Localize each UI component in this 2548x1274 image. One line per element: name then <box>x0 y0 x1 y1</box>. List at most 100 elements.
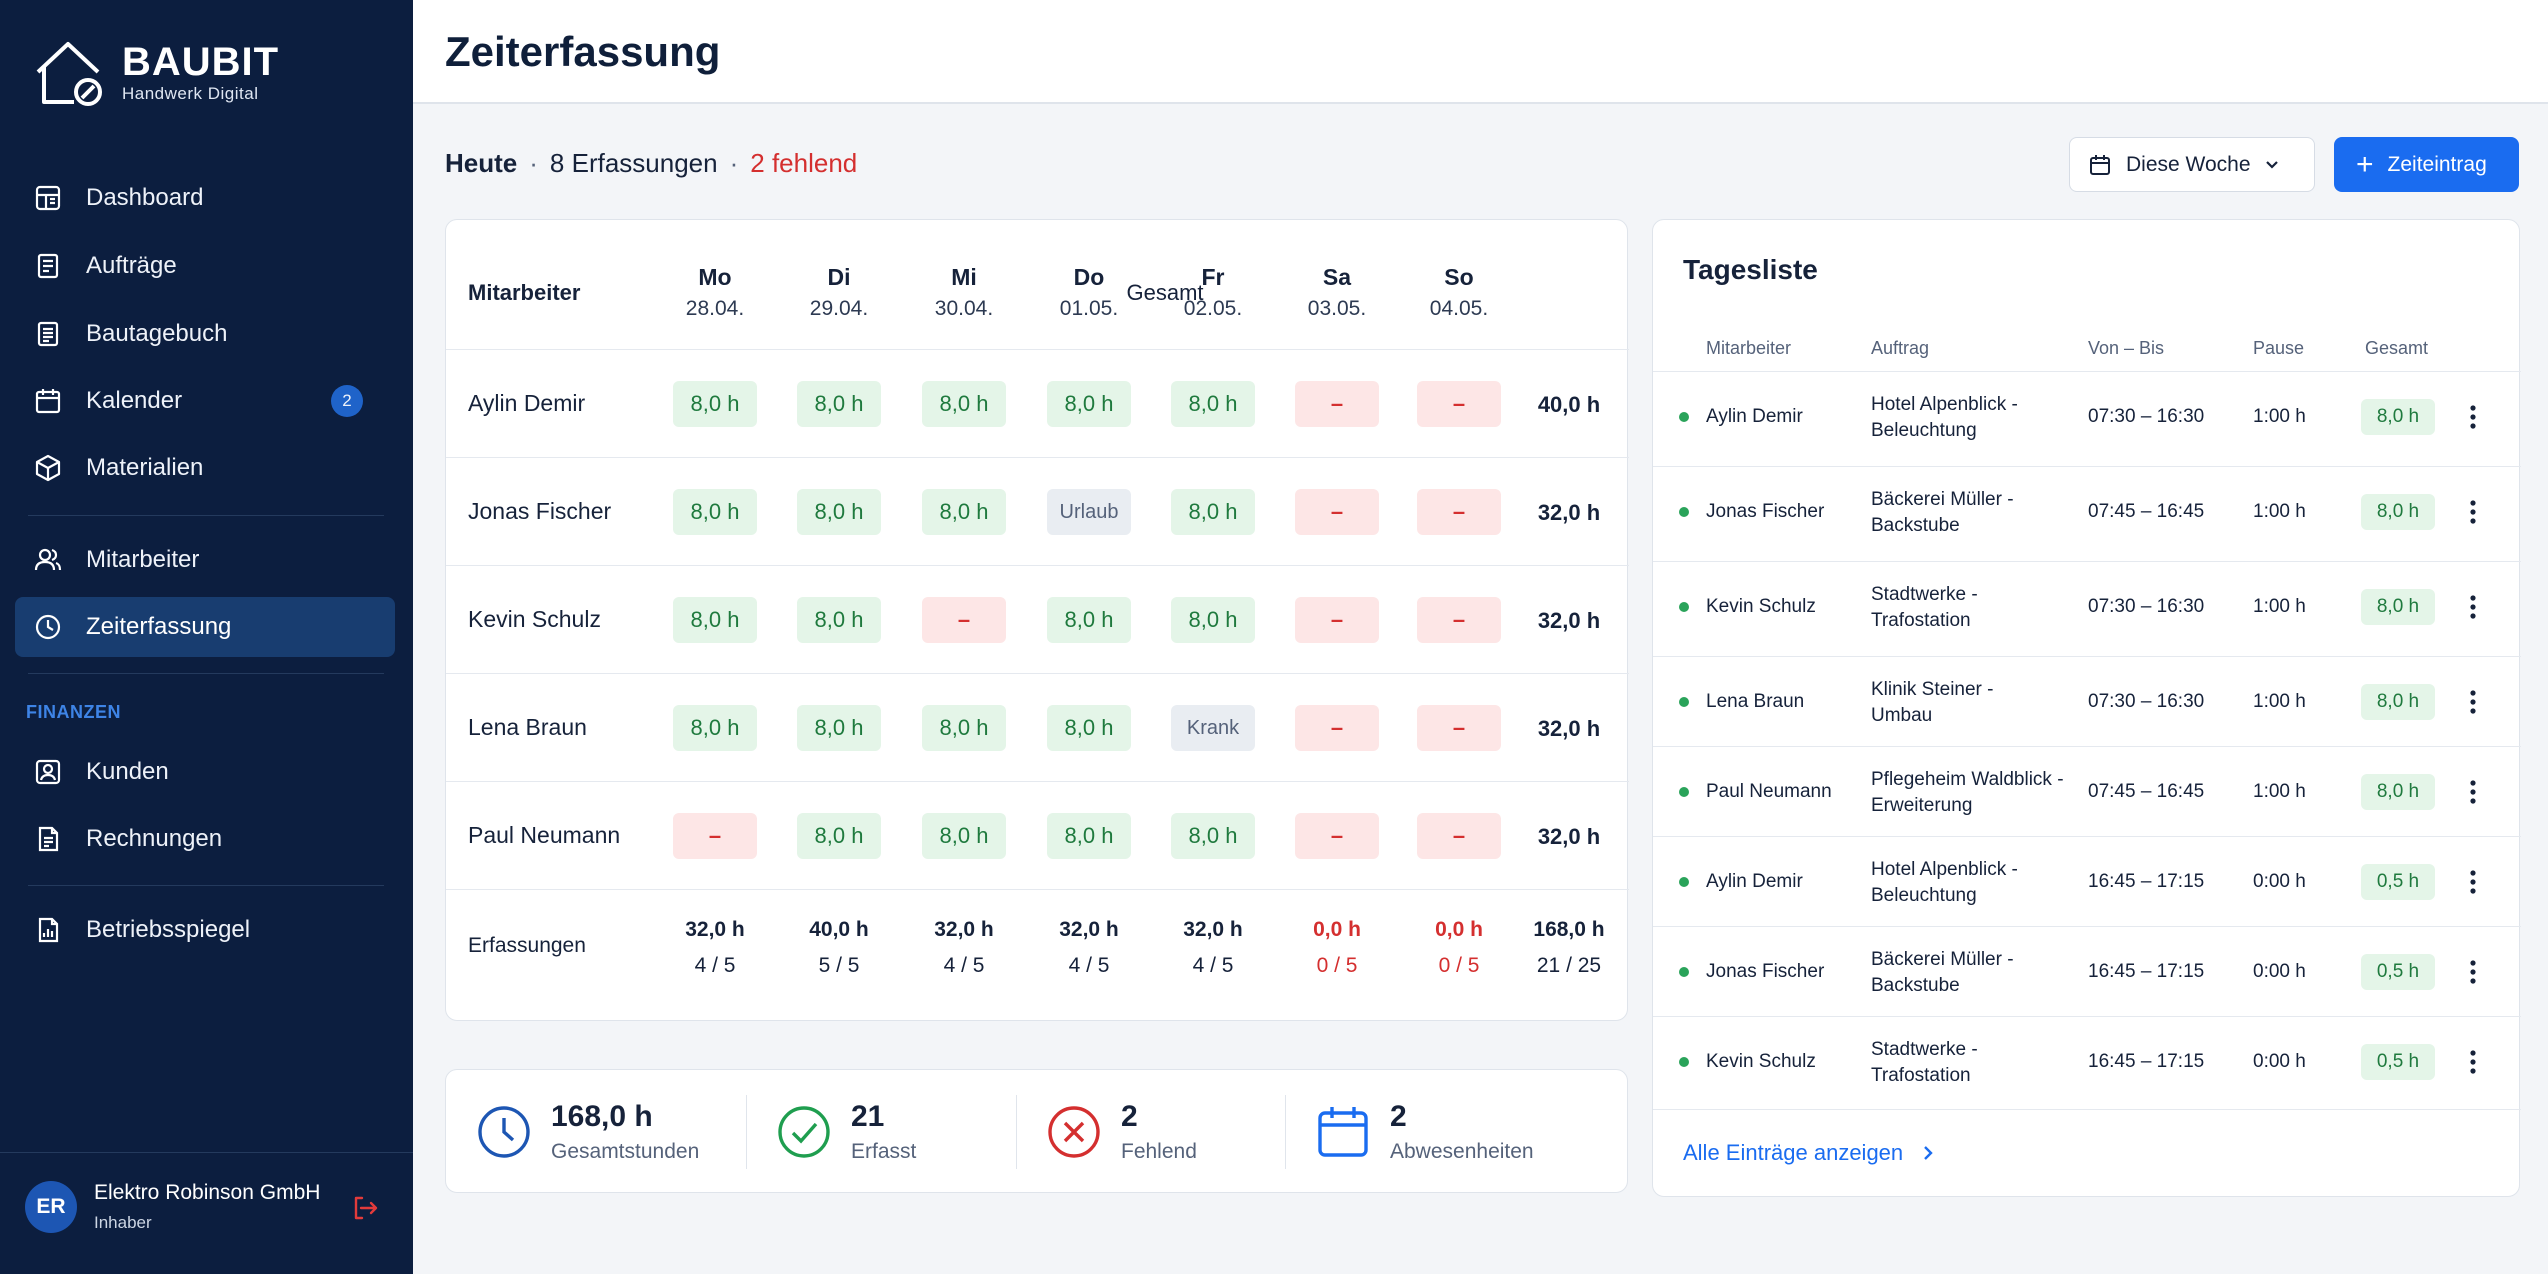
sidebar-item-zeiterfassung[interactable]: Zeiterfassung <box>15 597 395 657</box>
list-item[interactable]: Kevin Schulz Stadtwerke - Trafostation 07:3… <box>1653 562 2521 657</box>
table-row[interactable]: Paul Neumann –8,0 h 8,0 h 8,0 h 8,0 h – –32,0 … <box>446 782 1629 890</box>
day-hours-cell[interactable]: – <box>1417 813 1501 859</box>
day-hours-cell[interactable]: 8,0 h <box>1171 381 1255 427</box>
list-item[interactable]: Aylin Demir Hotel Alpenblick - Beleuchtung… <box>1653 837 2521 927</box>
day-hours-cell[interactable]: 8,0 h <box>1047 705 1131 751</box>
day-hours-cell[interactable]: – <box>1417 597 1501 643</box>
day-hours-cell[interactable]: 8,0 h <box>922 381 1006 427</box>
more-vertical-icon[interactable] <box>2463 590 2483 624</box>
footer-count: 0 / 5 <box>1438 954 1480 977</box>
day-hours-cell[interactable]: – <box>673 813 757 859</box>
add-time-entry-button[interactable]: + Zeiteintrag <box>2334 137 2519 192</box>
nav-section-finanzen: FINANZEN <box>26 702 121 722</box>
week-select[interactable]: Diese Woche <box>2069 137 2315 192</box>
entry-job-line2: Umbau <box>1871 705 1933 726</box>
day-hours-cell[interactable]: 8,0 h <box>797 705 881 751</box>
day-hours-cell[interactable]: 8,0 h <box>797 813 881 859</box>
more-vertical-icon[interactable] <box>2463 955 2483 989</box>
sidebar-item-materialien[interactable]: Materialien <box>15 438 395 498</box>
entry-time-range: 07:45 – 16:45 <box>2088 501 2205 522</box>
day-hours-cell[interactable]: – <box>1417 489 1501 535</box>
day-hours-cell[interactable]: 8,0 h <box>673 489 757 535</box>
sidebar-item-bautagebuch[interactable]: Bautagebuch <box>15 304 395 364</box>
sidebar-item-mitarbeiter[interactable]: Mitarbeiter <box>15 530 395 590</box>
list-item[interactable]: Kevin Schulz Stadtwerke - Trafostation 16:4… <box>1653 1017 2521 1110</box>
day-hours-cell[interactable]: – <box>1295 597 1379 643</box>
entry-job-line2: Backstube <box>1871 975 1960 996</box>
entry-job-line2: Beleuchtung <box>1871 885 1977 906</box>
day-hours-cell[interactable]: – <box>1417 705 1501 751</box>
table-row[interactable]: Lena Braun 8,0 h 8,0 h 8,0 h 8,0 h Krank – –32,… <box>446 674 1629 782</box>
day-hours-cell[interactable]: 8,0 h <box>797 381 881 427</box>
more-vertical-icon[interactable] <box>2463 495 2483 529</box>
entry-job: Bäckerei Müller - Backstube <box>1871 947 2091 999</box>
day-hours-cell[interactable]: Urlaub <box>1047 489 1131 535</box>
table-row[interactable]: Aylin Demir 8,0 h 8,0 h 8,0 h 8,0 h 8,0 h – –40… <box>446 350 1629 458</box>
entry-job-line1: Stadtwerke - <box>1871 584 1978 605</box>
sidebar-item-rechnungen[interactable]: Rechnungen <box>15 809 395 869</box>
day-hours-cell[interactable]: 8,0 h <box>797 597 881 643</box>
document-icon <box>33 251 63 281</box>
day-hours-cell[interactable]: – <box>1295 381 1379 427</box>
table-row[interactable]: Jonas Fischer 8,0 h 8,0 h 8,0 h Urlaub 8,0 h –… <box>446 458 1629 566</box>
day-hours-cell[interactable]: 8,0 h <box>1171 813 1255 859</box>
entry-time-range: 07:30 – 16:30 <box>2088 406 2205 427</box>
list-item[interactable]: Aylin Demir Hotel Alpenblick - Beleuchtung… <box>1653 372 2521 467</box>
more-vertical-icon[interactable] <box>2463 1045 2483 1079</box>
list-item[interactable]: Jonas Fischer Bäckerei Müller - Backstube 1… <box>1653 927 2521 1017</box>
clock-icon <box>476 1104 532 1160</box>
list-item[interactable]: Lena Braun Klinik Steiner - Umbau 07:30 – 1… <box>1653 657 2521 747</box>
entry-time-range: 16:45 – 17:15 <box>2088 871 2205 892</box>
status-dot <box>1679 967 1689 977</box>
day-hours-cell[interactable]: 8,0 h <box>797 489 881 535</box>
summary-separator: · <box>529 148 538 178</box>
calendar-icon <box>33 386 63 416</box>
day-hours-cell[interactable]: 8,0 h <box>922 705 1006 751</box>
sidebar-item-label: Dashboard <box>86 184 204 211</box>
day-hours-cell[interactable]: 8,0 h <box>1171 597 1255 643</box>
dashboard-icon <box>33 183 63 213</box>
show-all-entries-link[interactable]: Alle Einträge anzeigen <box>1683 1140 1935 1166</box>
day-hours-cell[interactable]: 8,0 h <box>1047 813 1131 859</box>
sidebar-item-auftraege[interactable]: Aufträge <box>15 236 395 296</box>
day-hours-cell[interactable]: 8,0 h <box>922 489 1006 535</box>
day-hours-cell[interactable]: – <box>1417 381 1501 427</box>
status-dot <box>1679 697 1689 707</box>
day-hours-cell[interactable]: 8,0 h <box>673 597 757 643</box>
list-item[interactable]: Jonas Fischer Bäckerei Müller - Backstube 0… <box>1653 467 2521 562</box>
day-hours-cell[interactable]: 8,0 h <box>673 705 757 751</box>
footer-hours: 32,0 h <box>1183 918 1243 941</box>
daily-header-employee: Mitarbeiter <box>1706 338 1792 358</box>
day-hours-cell[interactable]: – <box>922 597 1006 643</box>
report-icon <box>33 915 63 945</box>
entry-total-badge: 8,0 h <box>2361 684 2435 720</box>
day-hours-cell[interactable]: 8,0 h <box>1047 381 1131 427</box>
sidebar-item-dashboard[interactable]: Dashboard <box>15 168 395 228</box>
sidebar-item-betriebsspiegel[interactable]: Betriebsspiegel <box>15 900 395 960</box>
footer-hours: 0,0 h <box>1313 918 1361 941</box>
more-vertical-icon[interactable] <box>2463 865 2483 899</box>
day-hours-cell[interactable]: – <box>1295 705 1379 751</box>
day-hours-cell[interactable]: 8,0 h <box>922 813 1006 859</box>
day-hours-cell[interactable]: 8,0 h <box>1171 489 1255 535</box>
day-hours-cell[interactable]: 8,0 h <box>673 381 757 427</box>
more-vertical-icon[interactable] <box>2463 775 2483 809</box>
logo[interactable]: BAUBIT Handwerk Digital <box>34 38 279 108</box>
day-hours-cell[interactable]: – <box>1295 489 1379 535</box>
more-vertical-icon[interactable] <box>2463 685 2483 719</box>
day-hours-cell[interactable]: – <box>1295 813 1379 859</box>
logout-icon[interactable] <box>350 1193 380 1223</box>
sidebar-item-kalender[interactable]: Kalender 2 <box>15 371 395 431</box>
sidebar-item-kunden[interactable]: Kunden <box>15 742 395 802</box>
avatar[interactable]: ER <box>25 1181 77 1233</box>
day-hours-cell[interactable]: 8,0 h <box>1047 597 1131 643</box>
list-item[interactable]: Paul Neumann Pflegeheim Waldblick - Erweit… <box>1653 747 2521 837</box>
entry-time-range: 16:45 – 17:15 <box>2088 961 2205 982</box>
more-vertical-icon[interactable] <box>2463 400 2483 434</box>
day-hours-cell[interactable]: Krank <box>1171 705 1255 751</box>
column-header-day: Fr 02.05. <box>1158 264 1268 321</box>
chevron-down-icon <box>2266 161 2278 169</box>
row-total: 32,0 h <box>1537 824 1601 849</box>
invoice-icon <box>33 824 63 854</box>
table-row[interactable]: Kevin Schulz 8,0 h 8,0 h –8,0 h 8,0 h – –32,0 … <box>446 566 1629 674</box>
